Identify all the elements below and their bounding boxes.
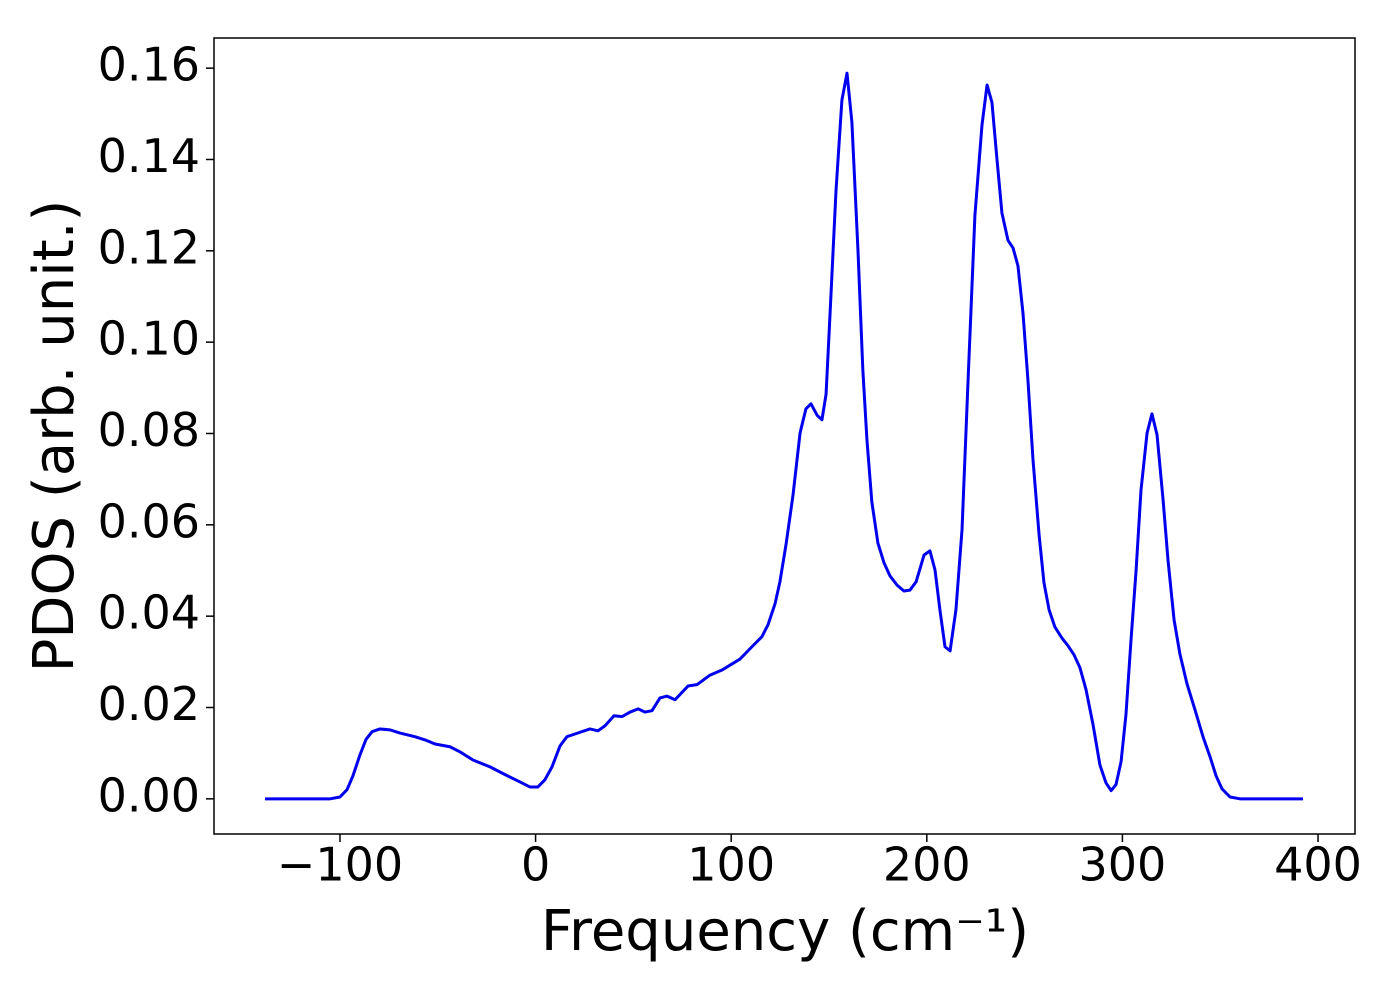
y-tick-label: 0.10 <box>98 312 200 366</box>
x-axis-label: Frequency (cm⁻¹) <box>541 899 1029 964</box>
line <box>265 71 1303 801</box>
plot-frame <box>213 37 1356 835</box>
x-tick-label: −100 <box>277 838 403 892</box>
y-axis-label: PDOS (arb. unit.) <box>22 200 87 673</box>
y-tick-label: 0.16 <box>98 38 200 92</box>
y-tick-label: 0.04 <box>98 586 200 640</box>
x-tick-label: 300 <box>1079 838 1167 892</box>
y-tick-label: 0.12 <box>98 220 200 274</box>
y-tick-label: 0.08 <box>98 403 200 457</box>
y-tick-label: 0.02 <box>98 677 200 731</box>
y-tick-label: 0.14 <box>98 129 200 183</box>
y-tick-label: 0.06 <box>98 494 200 548</box>
x-tick-label: 400 <box>1274 838 1362 892</box>
y-tick-label: 0.00 <box>98 768 200 822</box>
x-tick-label: 0 <box>521 838 550 892</box>
x-tick-label: 100 <box>687 838 775 892</box>
x-tick-label: 200 <box>883 838 971 892</box>
